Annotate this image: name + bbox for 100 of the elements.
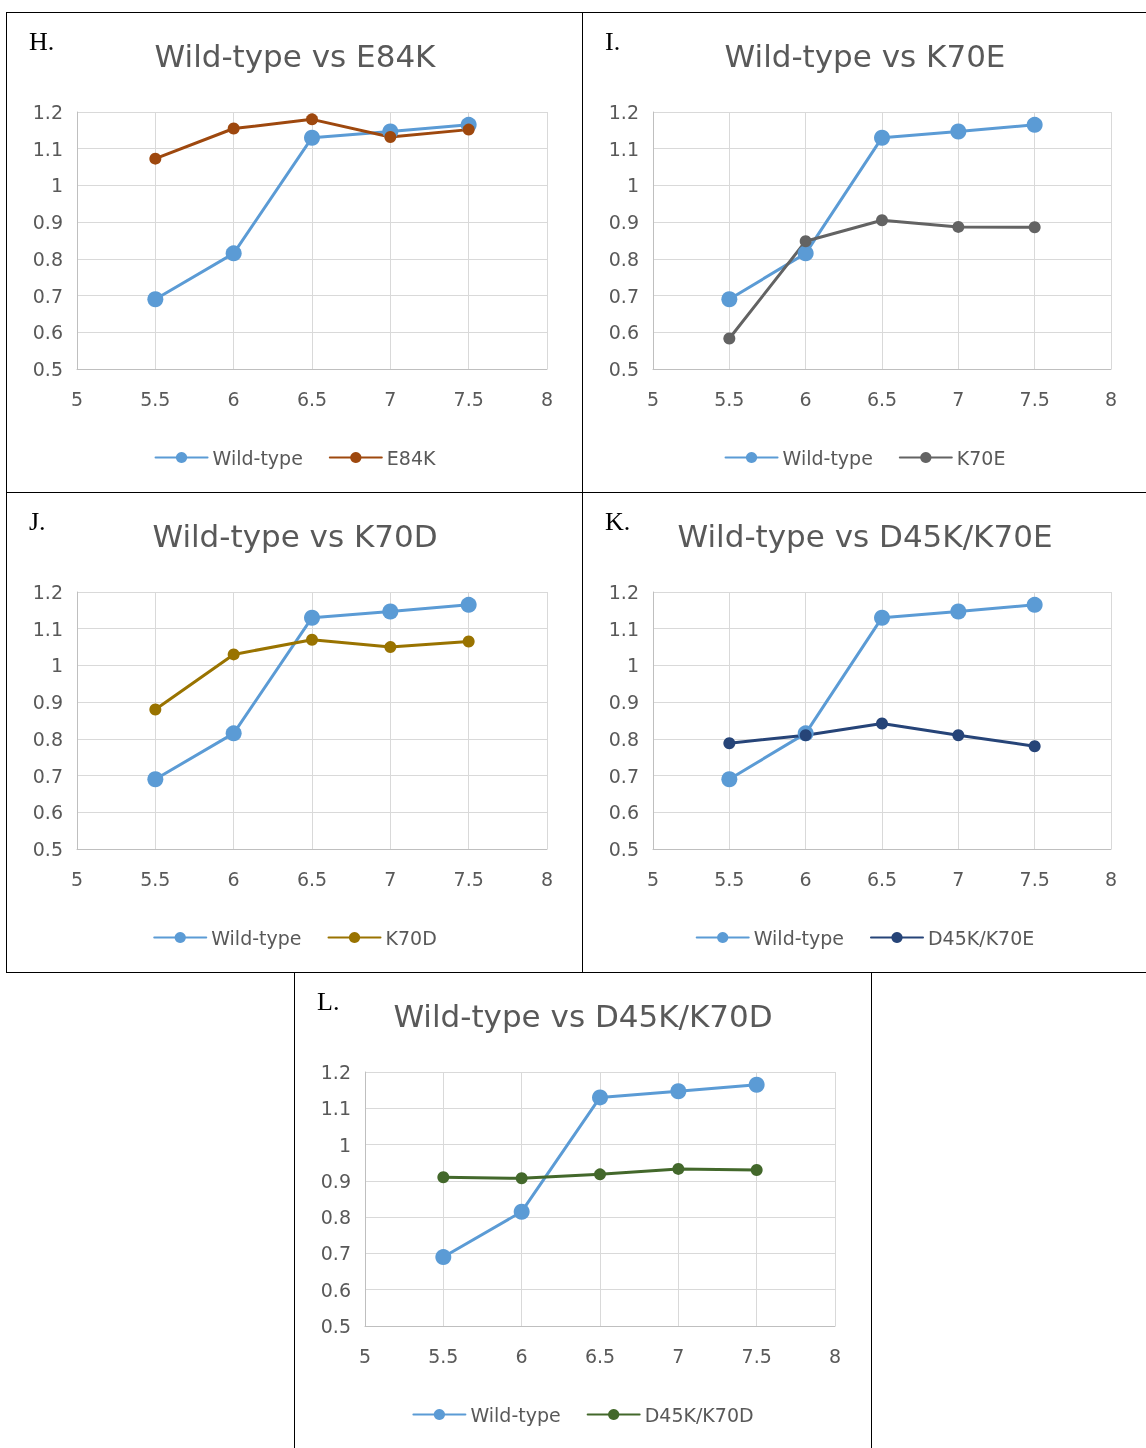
x-tick-label: 8 — [828, 1344, 842, 1367]
y-tick-label: 0.6 — [608, 321, 639, 344]
y-tick-label: 0.9 — [320, 1169, 351, 1192]
point — [723, 332, 736, 345]
y-tick-label: 1 — [50, 654, 63, 677]
point — [149, 703, 162, 716]
y-tick-label: 0.5 — [32, 838, 63, 860]
point — [306, 633, 318, 646]
x-tick-label: 6 — [515, 1344, 528, 1367]
y-tick-label: 0.7 — [608, 764, 639, 787]
x-tick-label: 7.5 — [453, 387, 484, 410]
legend-label: Wild-type — [753, 926, 844, 949]
y-tick-label: 1.2 — [608, 101, 639, 123]
point — [227, 648, 240, 661]
y-tick-label: 1.2 — [608, 581, 639, 603]
x-tick-label: 6.5 — [296, 387, 328, 410]
y-tick-label: 0.8 — [32, 727, 63, 750]
point — [950, 123, 967, 140]
x-tick-label: 8 — [540, 387, 554, 410]
y-tick-label: 1.1 — [608, 137, 639, 160]
chart-title: Wild-type vs D45K/K70E — [677, 517, 1053, 554]
legend-label: K70E — [956, 446, 1006, 469]
y-tick-label: 1.2 — [32, 581, 63, 603]
y-tick-label: 0.8 — [32, 247, 63, 270]
x-tick-label: 8 — [1104, 387, 1118, 410]
point — [950, 603, 967, 620]
y-tick-label: 1.1 — [320, 1097, 351, 1120]
y-tick-label: 0.8 — [608, 247, 639, 270]
text: I. — [605, 27, 621, 57]
x-tick-label: 6 — [227, 387, 240, 410]
x-tick-label: 5 — [358, 1344, 372, 1367]
point — [874, 609, 890, 626]
x-tick-label: 5 — [646, 867, 660, 890]
point — [460, 596, 477, 613]
x-tick-label: 5.5 — [714, 867, 745, 890]
y-tick-label: 0.6 — [32, 321, 63, 344]
point — [435, 1249, 452, 1266]
legend-label: D45K/K70D — [644, 1403, 754, 1426]
point — [227, 122, 240, 135]
legend-label: Wild-type — [212, 446, 303, 469]
y-tick-label: 0.7 — [320, 1242, 351, 1265]
y-tick-label: 0.6 — [608, 801, 639, 824]
x-tick-label: 7 — [952, 387, 965, 410]
x-tick-label: 5 — [70, 867, 84, 890]
y-tick-label: 0.5 — [608, 838, 639, 860]
y-tick-label: 1.1 — [608, 617, 639, 640]
x-tick-label: 7.5 — [1019, 387, 1050, 410]
point — [462, 123, 475, 136]
point — [748, 1076, 765, 1093]
y-tick-label: 1.1 — [32, 137, 63, 160]
text: J. — [29, 507, 46, 537]
x-tick-label: 7 — [672, 1344, 685, 1367]
point — [797, 245, 814, 262]
y-tick-label: 0.9 — [32, 691, 63, 714]
x-tick-label: 5.5 — [714, 387, 745, 410]
point — [670, 1083, 687, 1100]
x-tick-label: 7.5 — [453, 867, 484, 890]
chart-title: Wild-type vs K70E — [724, 37, 1006, 74]
y-tick-label: 0.7 — [608, 284, 639, 307]
y-tick-label: 0.7 — [32, 764, 63, 787]
y-tick-label: 0.7 — [32, 284, 63, 307]
text: H. — [29, 27, 55, 57]
x-tick-label: 6 — [227, 867, 240, 890]
point — [876, 214, 888, 227]
point — [515, 1172, 528, 1185]
point — [225, 725, 242, 742]
y-tick-label: 1 — [626, 174, 639, 197]
legend-label: K70D — [385, 926, 437, 949]
x-tick-label: 5.5 — [140, 867, 171, 890]
y-tick-label: 0.8 — [320, 1206, 351, 1229]
chart-title: Wild-type vs D45K/K70D — [393, 997, 773, 1034]
x-tick-label: 5 — [646, 387, 660, 410]
x-tick-label: 8 — [540, 867, 554, 890]
x-tick-label: 6.5 — [584, 1344, 616, 1367]
point — [147, 771, 164, 788]
x-tick-label: 5.5 — [428, 1344, 459, 1367]
point — [594, 1168, 606, 1181]
y-tick-label: 1 — [50, 174, 63, 197]
x-tick-label: 7 — [384, 867, 397, 890]
point — [592, 1089, 608, 1106]
legend-label: D45K/K70E — [927, 926, 1035, 949]
point — [462, 635, 475, 648]
point — [723, 737, 736, 750]
y-tick-label: 0.6 — [32, 801, 63, 824]
point — [304, 129, 320, 146]
point — [874, 129, 890, 146]
point — [952, 220, 965, 233]
point — [513, 1203, 530, 1220]
point — [672, 1162, 685, 1175]
y-tick-label: 1 — [626, 654, 639, 677]
x-tick-label: 7 — [384, 387, 397, 410]
x-tick-label: 7 — [952, 867, 965, 890]
point — [952, 729, 965, 742]
x-tick-label: 6.5 — [866, 387, 898, 410]
x-tick-label: 5 — [70, 387, 84, 410]
point — [721, 771, 738, 788]
point — [1028, 221, 1041, 234]
point — [437, 1171, 450, 1184]
x-tick-label: 8 — [1104, 867, 1118, 890]
y-tick-label: 0.5 — [320, 1315, 351, 1337]
